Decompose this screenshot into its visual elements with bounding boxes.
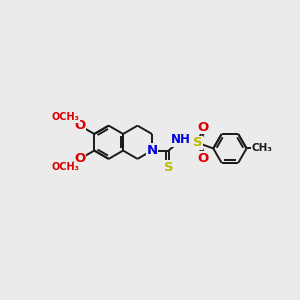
Text: N: N: [146, 144, 158, 157]
Text: CH₃: CH₃: [252, 143, 273, 154]
Text: O: O: [74, 119, 86, 132]
Text: O: O: [198, 152, 209, 165]
Text: OCH₃: OCH₃: [52, 112, 80, 122]
Text: NH: NH: [171, 134, 191, 146]
Text: S: S: [193, 136, 202, 149]
Text: O: O: [74, 152, 86, 165]
Text: OCH₃: OCH₃: [52, 162, 80, 172]
Text: S: S: [164, 161, 173, 174]
Text: O: O: [198, 121, 209, 134]
